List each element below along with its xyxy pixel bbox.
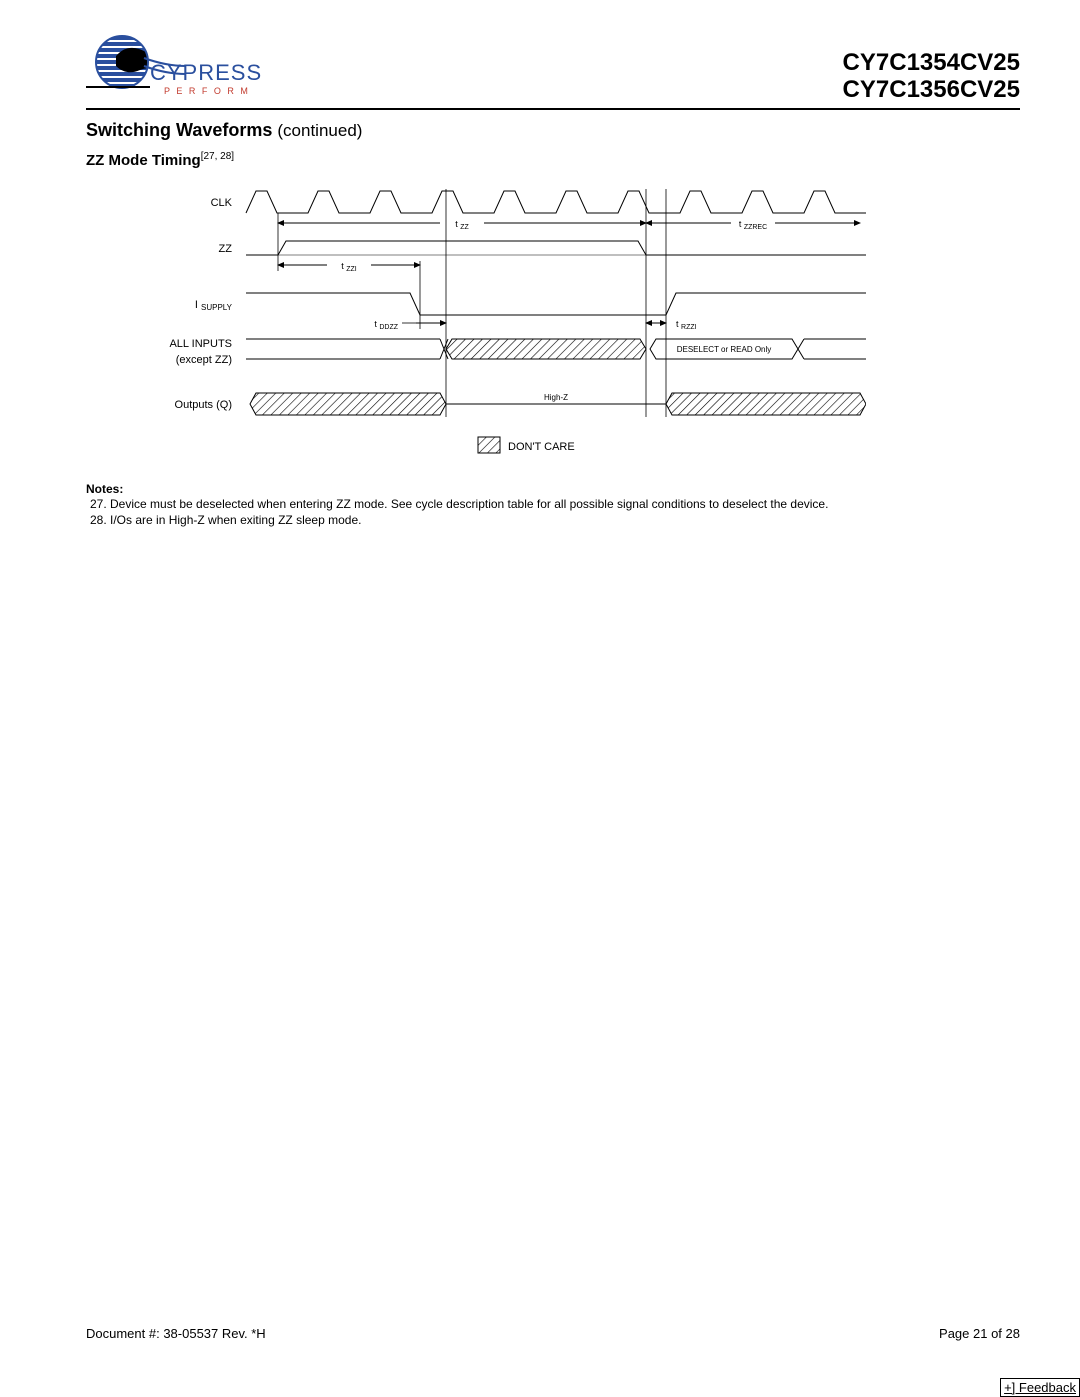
logo-sub-text: P E R F O R M: [164, 86, 250, 96]
section-title-text: Switching Waveforms: [86, 120, 272, 140]
svg-text:High-Z: High-Z: [544, 393, 568, 402]
header-divider: [86, 108, 1020, 110]
doc-number: Document #: 38-05537 Rev. *H: [86, 1326, 266, 1341]
part-number-2: CY7C1356CV25: [843, 77, 1020, 104]
section-continued: (continued): [277, 121, 362, 140]
svg-text:(except ZZ): (except ZZ): [176, 354, 232, 366]
part-number-1: CY7C1354CV25: [843, 50, 1020, 77]
part-numbers: CY7C1354CV25 CY7C1356CV25: [843, 50, 1020, 104]
svg-text:DON'T CARE: DON'T CARE: [508, 441, 575, 453]
logo-main-text: CYPRESS: [150, 60, 262, 85]
page-footer: Document #: 38-05537 Rev. *H Page 21 of …: [86, 1326, 1020, 1341]
subheading-text: ZZ Mode Timing: [86, 152, 201, 169]
svg-text:ALL INPUTS: ALL INPUTS: [169, 338, 232, 350]
note-27: 27. Device must be deselected when enter…: [90, 496, 1020, 512]
page-header: CYPRESS P E R F O R M CY7C1354CV25 CY7C1…: [86, 32, 1020, 104]
notes-heading: Notes:: [86, 482, 1020, 496]
svg-text:t DDZZ: t DDZZ: [374, 319, 398, 331]
page-number: Page 21 of 28: [939, 1326, 1020, 1341]
section-title: Switching Waveforms (continued): [86, 120, 1020, 141]
subheading: ZZ Mode Timing[27, 28]: [86, 151, 1020, 169]
cypress-logo: CYPRESS P E R F O R M: [86, 32, 266, 104]
svg-text:Outputs (Q): Outputs (Q): [175, 399, 232, 411]
subheading-refs: [27, 28]: [201, 151, 234, 162]
svg-text:ZZ: ZZ: [219, 243, 233, 255]
note-28: 28. I/Os are in High-Z when exiting ZZ s…: [90, 512, 1020, 528]
svg-text:I SUPPLY: I SUPPLY: [195, 299, 233, 312]
svg-text:DESELECT or READ Only: DESELECT or READ Only: [677, 345, 772, 354]
svg-text:t RZZI: t RZZI: [676, 319, 697, 331]
svg-text:CLK: CLK: [211, 197, 233, 209]
feedback-button[interactable]: +] Feedback: [1000, 1378, 1080, 1397]
timing-diagram: CLKt ZZt ZZRECZZt ZZII SUPPLYt DDZZt RZZ…: [146, 183, 1020, 468]
